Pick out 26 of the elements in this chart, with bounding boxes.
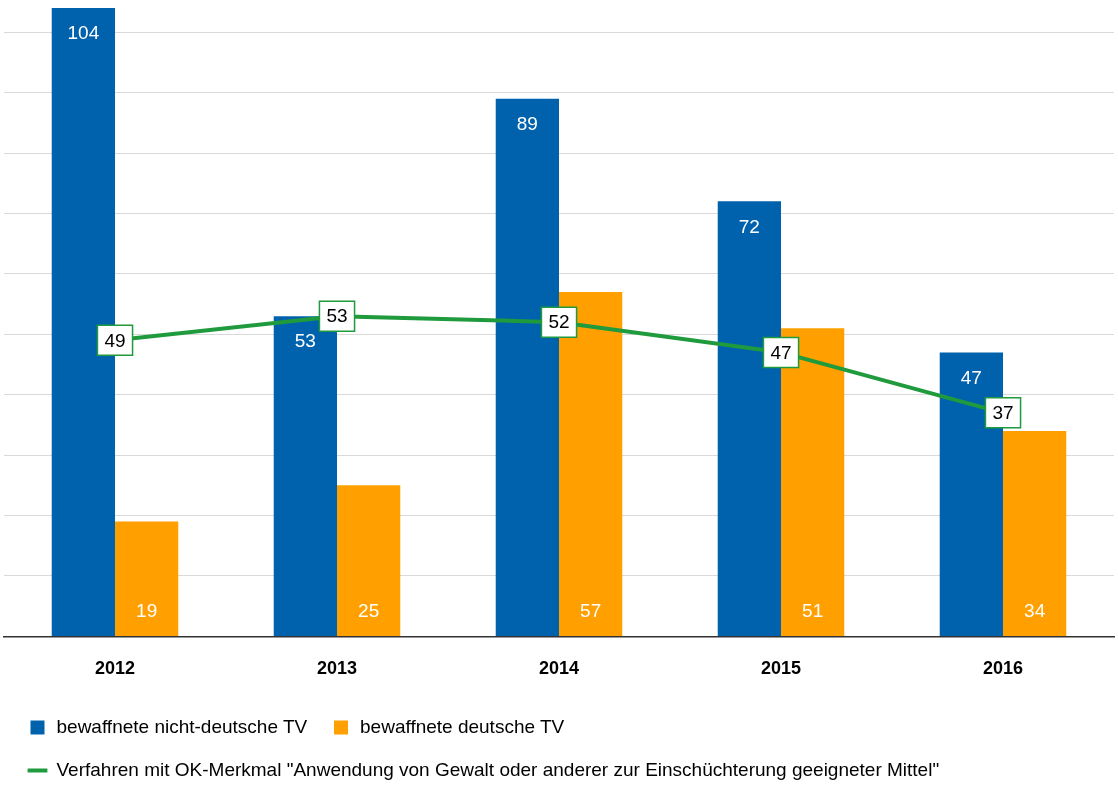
bar [115,521,179,636]
data-label: 53 [326,305,348,327]
data-label: 57 [580,600,602,622]
x-tick-label: 2016 [982,658,1024,679]
x-tick-label: 2014 [538,658,580,679]
data-label: 47 [960,366,982,388]
data-label: 53 [294,330,316,352]
bar [337,485,401,636]
data-label: 49 [104,329,126,351]
bar [1003,430,1067,636]
data-label: 19 [136,600,158,622]
data-label: 52 [548,311,570,333]
x-tick-label: 2012 [94,658,136,679]
data-label: 104 [67,22,100,44]
data-label: 51 [802,600,824,622]
legend-label: Verfahren mit OK-Merkmal "Anwendung von Gewalt oder anderer zur Einschüchterung geeigneter Mittel" [56,758,940,780]
data-label: 72 [738,215,760,237]
data-label: 47 [770,341,792,363]
data-label: 89 [516,112,538,134]
data-label: 34 [1024,600,1046,622]
data-label: 37 [992,402,1014,424]
legend-label: bewaffnete nicht-deutsche TV [56,715,308,737]
data-label: 25 [358,600,380,622]
x-tick-label: 2015 [760,658,802,679]
legend-label: bewaffnete deutsche TV [360,715,565,737]
x-tick-label: 2013 [316,658,358,679]
